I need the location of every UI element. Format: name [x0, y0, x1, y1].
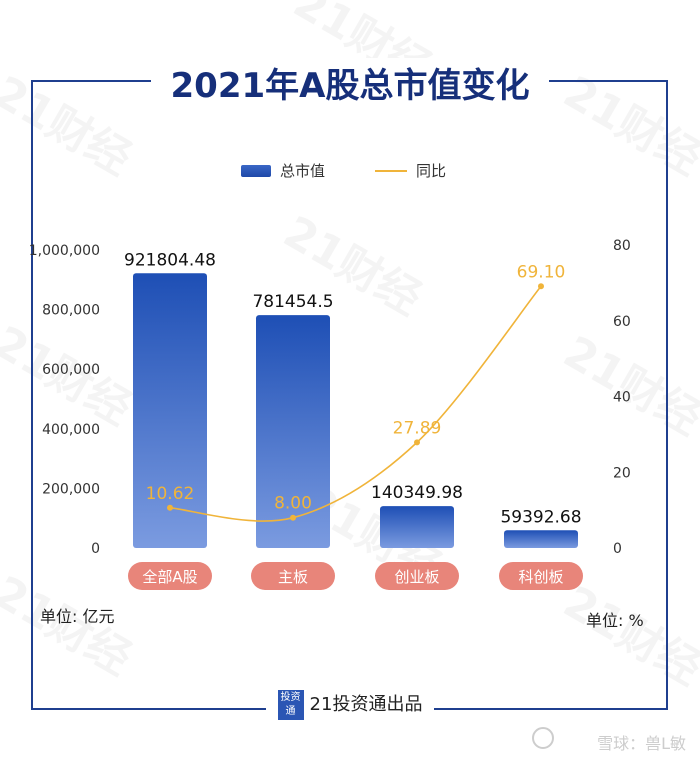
unit-right: 单位: %	[586, 611, 644, 630]
y-right-tick-label: 60	[613, 314, 631, 330]
yoy-point	[414, 439, 420, 446]
y-left-tick-label: 0	[91, 541, 100, 557]
bar-value-label: 140349.98	[371, 483, 463, 503]
yoy-value-label: 10.62	[146, 484, 195, 504]
y-right-tick-label: 40	[613, 390, 631, 406]
chart-title: 2021年A股总市值变化	[150, 58, 550, 107]
y-left-tick-label: 400,000	[42, 422, 100, 438]
credit-text: 雪球：兽L敏	[597, 734, 686, 753]
bar	[380, 506, 454, 548]
bar-value-label: 59392.68	[500, 507, 581, 527]
legend-bar-label: 总市值	[280, 162, 326, 180]
footer-inner: 投资通 21投资通出品	[265, 690, 435, 720]
bar	[504, 530, 578, 548]
y-left-tick-label: 1,000,000	[29, 243, 100, 259]
category-label: 全部A股	[142, 568, 197, 586]
yoy-value-label: 27.89	[393, 418, 442, 438]
legend-line-swatch	[375, 170, 407, 172]
category-pill	[375, 562, 459, 590]
y-left-tick-label: 600,000	[42, 362, 100, 378]
yoy-point	[167, 504, 173, 511]
y-right-tick-label: 80	[613, 238, 631, 254]
title-wrap: 2021年A股总市值变化	[0, 58, 700, 107]
category-pill	[251, 562, 335, 590]
bar	[133, 273, 207, 548]
bar	[256, 315, 330, 548]
category-label: 主板	[278, 568, 308, 586]
legend-line-label: 同比	[416, 162, 447, 180]
yoy-value-label: 69.10	[517, 262, 566, 282]
yoy-line	[169, 285, 542, 522]
y-left-tick-label: 800,000	[42, 303, 100, 319]
footer-text: 21投资通出品	[309, 694, 423, 715]
footer: 投资通 21投资通出品	[0, 690, 700, 720]
yoy-point	[290, 514, 296, 521]
legend-bar-swatch	[241, 165, 271, 177]
bar-value-label: 781454.5	[252, 292, 333, 312]
category-pill	[128, 562, 212, 590]
yoy-value-label: 8.00	[274, 494, 312, 514]
y-right-tick-label: 20	[613, 465, 631, 481]
yoy-point	[538, 283, 544, 290]
bar-value-label: 921804.48	[124, 250, 216, 270]
footer-logo: 投资通	[277, 690, 304, 720]
unit-left: 单位: 亿元	[40, 607, 115, 626]
credit-logo-icon	[532, 727, 554, 749]
y-right-tick-label: 0	[613, 541, 622, 557]
category-label: 科创板	[518, 568, 563, 586]
category-label: 创业板	[394, 568, 439, 586]
y-left-tick-label: 200,000	[42, 481, 100, 497]
category-pill	[499, 562, 583, 590]
